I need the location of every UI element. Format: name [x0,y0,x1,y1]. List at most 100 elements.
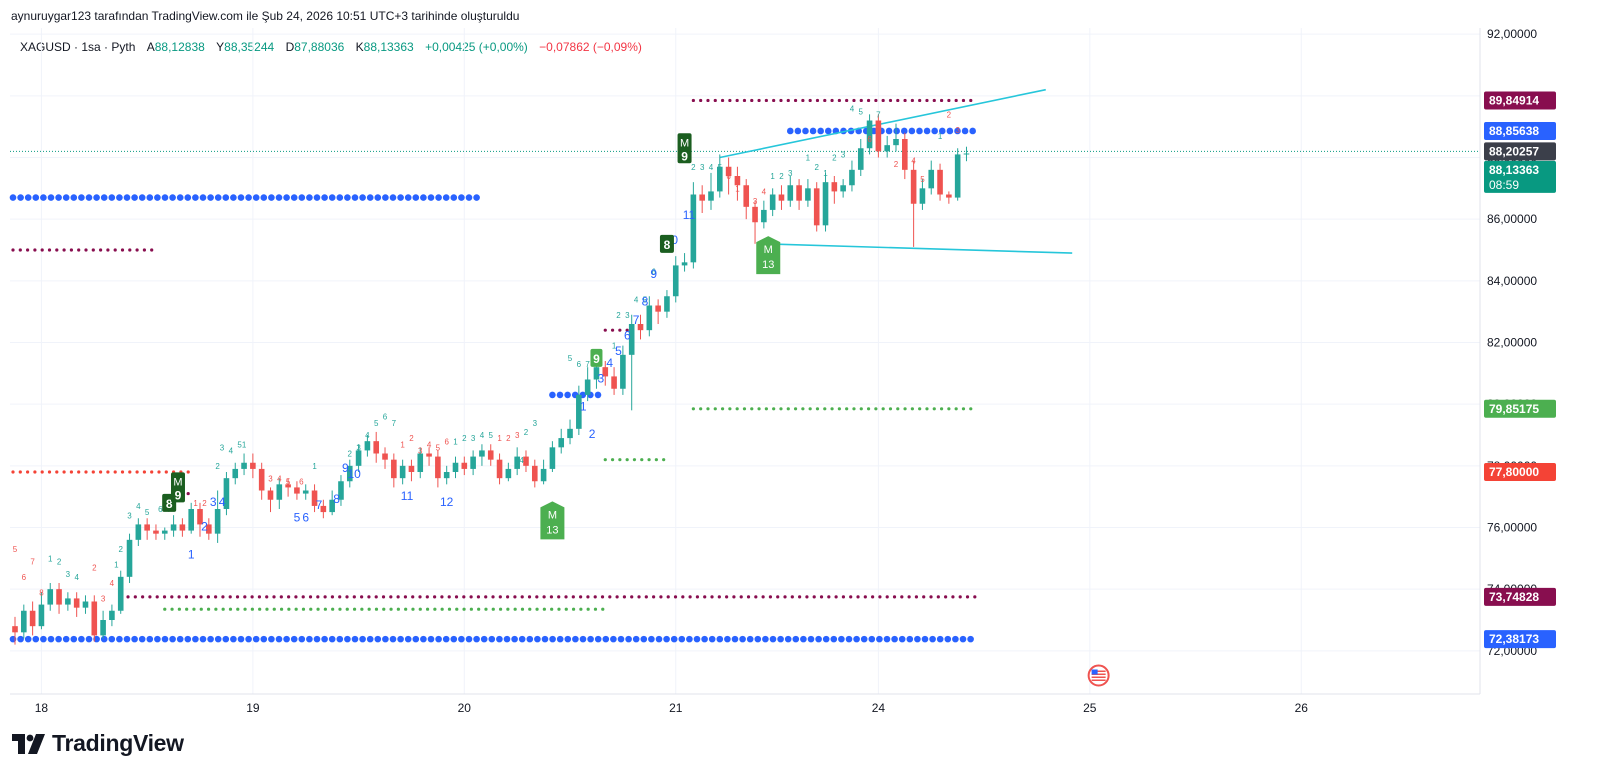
candle-body[interactable] [628,324,635,355]
candle-body[interactable] [100,620,106,636]
candle-body[interactable] [928,169,935,189]
candle-body[interactable] [285,484,291,488]
candle-body[interactable] [117,576,124,611]
setup-badge[interactable] [170,472,185,503]
candle-body[interactable] [56,589,62,605]
candle-body[interactable] [690,194,697,263]
candle-body[interactable] [514,456,520,469]
candle-body[interactable] [109,610,115,620]
setup-badge[interactable] [540,501,565,540]
candle-body[interactable] [910,169,917,204]
candle-body[interactable] [435,456,441,479]
candle-body[interactable] [778,194,785,201]
candle-body[interactable] [82,601,89,608]
candle-body[interactable] [461,462,468,469]
candle-body[interactable] [725,166,732,176]
setup-badge[interactable] [659,234,674,253]
candle-body[interactable] [338,481,344,500]
price-axis-label[interactable] [1484,587,1556,606]
candle-body[interactable] [769,194,776,210]
candle-body[interactable] [302,490,309,494]
candle-body[interactable] [12,626,18,633]
candle-body[interactable] [646,305,653,331]
candle-body[interactable] [505,468,512,479]
candle-body[interactable] [761,209,767,223]
candle-body[interactable] [179,524,186,531]
trend-line[interactable] [719,88,1046,159]
candle-body[interactable] [197,509,203,525]
candle-body[interactable] [311,490,318,506]
candle-body[interactable] [153,530,159,534]
candle-body[interactable] [884,145,890,152]
candle-body[interactable] [479,450,485,457]
price-axis-label[interactable] [1484,463,1556,481]
candle-body[interactable] [267,490,274,500]
setup-badge[interactable] [756,236,781,275]
candle-body[interactable] [743,185,750,207]
candle-body[interactable] [144,524,150,531]
candle-body[interactable] [602,367,609,377]
candle-body[interactable] [91,601,98,636]
candle-body[interactable] [567,428,573,439]
setup-badge[interactable] [590,348,603,367]
candle-body[interactable] [902,139,908,170]
candle-body[interactable] [717,166,723,192]
candle-body[interactable] [355,450,362,466]
candle-body[interactable] [593,367,600,380]
price-axis-label[interactable] [1484,142,1556,161]
candle-body[interactable] [822,182,829,226]
candle-body[interactable] [540,468,547,482]
candle-body[interactable] [188,509,194,531]
candle-body[interactable] [849,169,855,186]
candle-body[interactable] [813,188,820,226]
setup-badge[interactable] [677,133,692,164]
candle-body[interactable] [681,262,688,266]
candle-body[interactable] [954,154,961,198]
candle-body[interactable] [294,487,300,494]
candle-body[interactable] [426,453,432,457]
candle-body[interactable] [655,305,661,312]
candle-body[interactable] [787,185,794,201]
candle-body[interactable] [276,484,283,500]
candle-body[interactable] [258,468,265,491]
candle-body[interactable] [161,530,168,534]
candle-body[interactable] [875,120,882,152]
candle-body[interactable] [38,604,45,627]
candle-body[interactable] [523,456,529,466]
candle-body[interactable] [487,450,494,460]
candle-body[interactable] [963,153,970,155]
candle-body[interactable] [708,191,714,201]
candle-body[interactable] [470,456,476,469]
candle-body[interactable] [364,441,371,451]
candle-body[interactable] [584,379,591,395]
candle-body[interactable] [752,206,758,223]
candle-body[interactable] [893,139,899,146]
candle-body[interactable] [73,598,80,608]
price-axis-label[interactable] [1484,630,1556,649]
candle-body[interactable] [346,465,353,482]
candle-body[interactable] [408,465,415,472]
candle-body[interactable] [382,453,388,460]
candle-body[interactable] [866,120,873,149]
candle-body[interactable] [443,472,450,479]
price-axis-label[interactable] [1484,91,1556,110]
candle-body[interactable] [223,478,230,509]
candle-body[interactable] [373,441,380,454]
candle-body[interactable] [232,468,239,479]
candle-body[interactable] [576,394,582,429]
candle-body[interactable] [937,169,943,195]
candle-body[interactable] [831,182,838,192]
candle-body[interactable] [452,462,459,472]
candle-body[interactable] [241,462,247,469]
candle-body[interactable] [496,459,503,479]
candle-body[interactable] [47,589,54,605]
candle-body[interactable] [611,376,617,389]
candle-body[interactable] [840,185,846,192]
candle-body[interactable] [399,465,406,479]
price-axis-label[interactable] [1484,121,1556,140]
candle-body[interactable] [65,598,71,605]
candle-body[interactable] [919,188,926,204]
price-axis-label[interactable] [1484,399,1556,418]
